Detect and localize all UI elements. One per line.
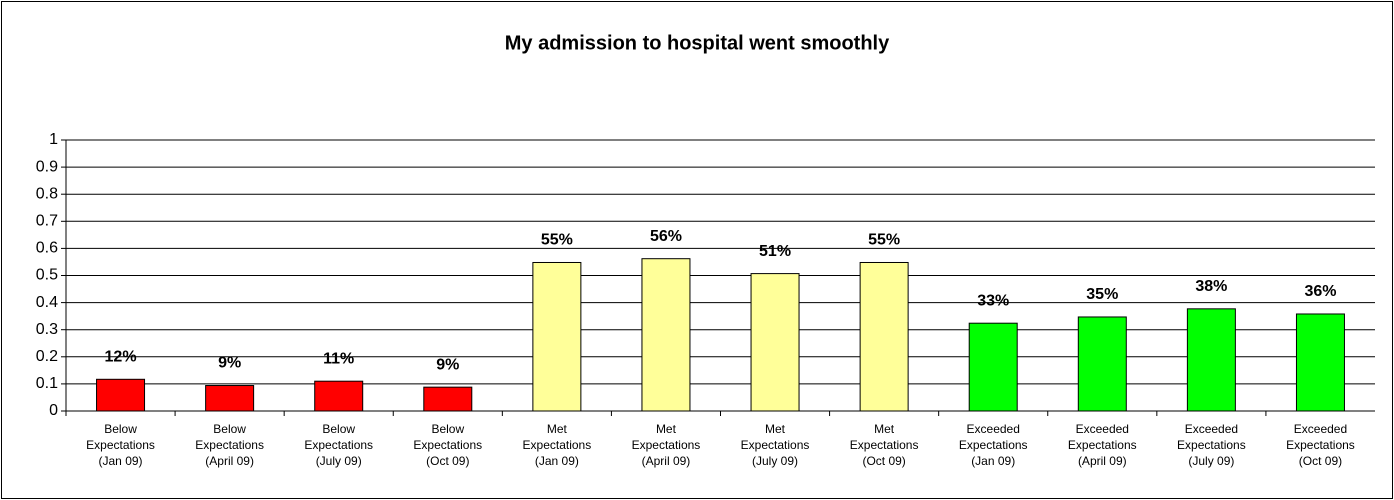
bar bbox=[1077, 316, 1127, 412]
data-label: 36% bbox=[1304, 283, 1336, 300]
y-tick-label: 0.6 bbox=[36, 240, 58, 257]
y-tick-label: 0.8 bbox=[36, 185, 58, 202]
data-label: 9% bbox=[436, 356, 459, 373]
y-tick-label: 0.4 bbox=[36, 294, 58, 311]
bar bbox=[750, 273, 800, 412]
x-tick-label: Met Expectations (April 09) bbox=[631, 422, 701, 468]
data-label: 12% bbox=[105, 349, 137, 366]
x-tick-label: Met Expectations (July 09) bbox=[740, 422, 810, 468]
data-label: 51% bbox=[759, 243, 791, 260]
bar bbox=[1295, 313, 1345, 412]
bar bbox=[859, 261, 909, 412]
y-tick-label: 0.3 bbox=[36, 321, 58, 338]
x-tick-label: Below Expectations (April 09) bbox=[195, 422, 264, 468]
y-tick-label: 0.1 bbox=[36, 375, 58, 392]
data-label: 56% bbox=[650, 228, 682, 245]
data-label: 35% bbox=[1086, 286, 1118, 303]
bar bbox=[968, 322, 1018, 412]
x-tick-label: Exceeded Expectations (July 09) bbox=[1177, 422, 1246, 468]
x-tick-label: Below Expectations (July 09) bbox=[304, 422, 374, 468]
y-tick-label: 1 bbox=[49, 131, 58, 148]
bar bbox=[205, 385, 255, 412]
y-tick-label: 0 bbox=[49, 402, 58, 419]
data-label: 9% bbox=[218, 355, 241, 372]
x-tick-label: Met Expectations (Jan 09) bbox=[522, 422, 592, 468]
y-tick-label: 0.2 bbox=[36, 348, 58, 365]
x-tick-label: Exceeded Expectations (April 09) bbox=[1067, 422, 1137, 468]
data-label: 11% bbox=[323, 350, 354, 367]
y-tick-label: 0.5 bbox=[36, 267, 58, 284]
bar bbox=[1186, 308, 1236, 412]
bar bbox=[314, 380, 364, 412]
y-tick-label: 0.7 bbox=[36, 213, 58, 230]
x-tick-label: Exceeded Expectations (Jan 09) bbox=[958, 422, 1028, 468]
data-label: 33% bbox=[977, 292, 1009, 309]
x-tick-label: Below Expectations (Jan 09) bbox=[86, 422, 155, 468]
x-tick-label: Exceeded Expectations (Oct 09) bbox=[1286, 422, 1355, 468]
chart-title: My admission to hospital went smoothly bbox=[505, 32, 890, 54]
x-tick-label: Below Expectations (Oct 09) bbox=[413, 422, 483, 468]
bar bbox=[423, 386, 473, 412]
bar bbox=[532, 261, 582, 412]
x-tick-label: Met Expectations (Oct 09) bbox=[849, 422, 919, 468]
data-label: 55% bbox=[541, 232, 573, 249]
data-label: 55% bbox=[868, 232, 900, 249]
bar bbox=[96, 378, 146, 412]
bar bbox=[641, 258, 691, 412]
y-tick-label: 0.9 bbox=[36, 158, 58, 175]
data-label: 38% bbox=[1195, 278, 1227, 295]
